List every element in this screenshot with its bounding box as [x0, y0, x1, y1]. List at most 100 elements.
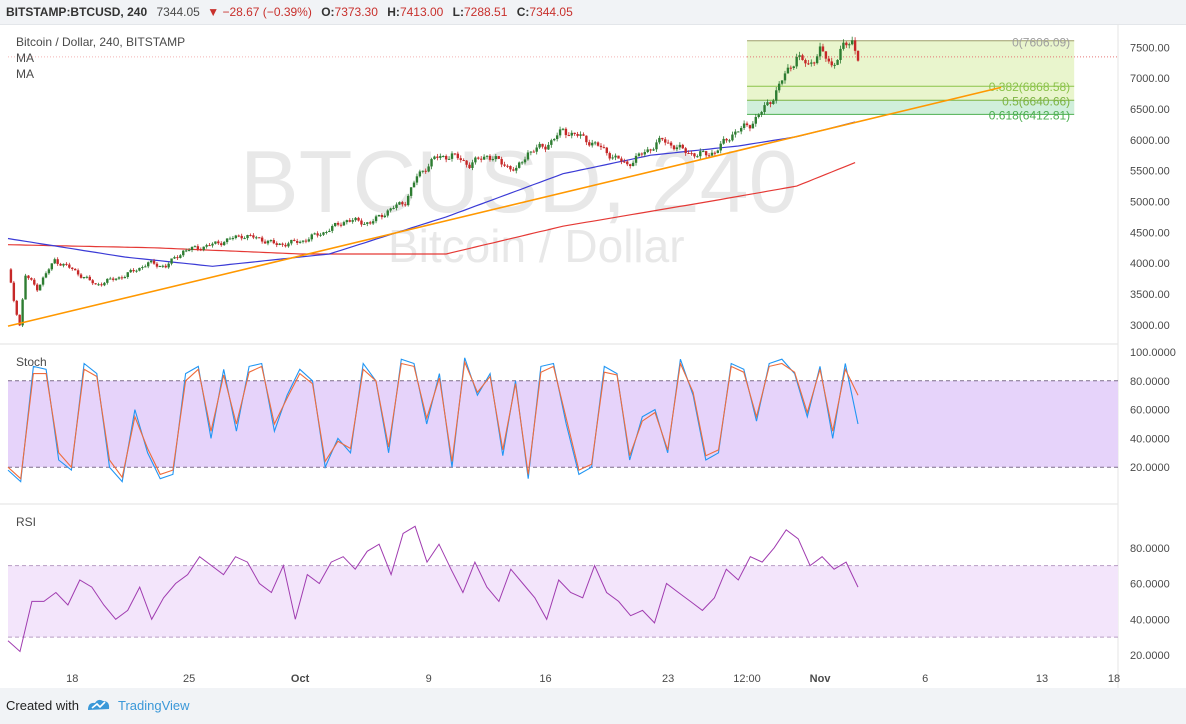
- chart-area[interactable]: BTCUSD, 240 Bitcoin / Dollar 0(7606.09)0…: [0, 24, 1186, 688]
- created-with-text: Created with: [6, 698, 79, 713]
- candle-body: [582, 134, 585, 136]
- candle-body: [503, 164, 506, 166]
- candle-body: [459, 158, 462, 161]
- candle-body: [833, 64, 836, 66]
- legend-ma-2[interactable]: MA: [16, 67, 34, 81]
- candle-body: [310, 234, 313, 240]
- candle-body: [21, 299, 24, 326]
- candle-body: [637, 153, 641, 156]
- candle-body: [82, 277, 86, 279]
- candle-body: [263, 241, 267, 244]
- candle-body: [786, 67, 790, 74]
- candle-body: [728, 140, 731, 142]
- low-value: 7288.51: [464, 5, 508, 19]
- symbol-name[interactable]: BITSTAMP:BTCUSD, 240: [6, 5, 148, 19]
- fib-level-label: 0(7606.09): [1012, 36, 1070, 50]
- candle-body: [509, 166, 512, 170]
- candle-body: [634, 155, 638, 163]
- date-tick-label: 18: [66, 673, 78, 685]
- candle-body: [748, 125, 752, 129]
- candle-body: [234, 235, 238, 239]
- candle-body: [777, 83, 781, 91]
- candle-body: [515, 167, 518, 171]
- candle-body: [196, 246, 200, 250]
- candle-body: [12, 282, 16, 301]
- candle-body: [853, 40, 857, 51]
- candle-body: [792, 66, 795, 68]
- candle-body: [27, 275, 30, 279]
- candle-body: [456, 153, 460, 159]
- candle-body: [176, 257, 179, 259]
- high-value: 7413.00: [399, 5, 444, 19]
- candle-body: [418, 171, 422, 177]
- candle-body: [664, 139, 667, 143]
- candlesticks: [9, 36, 860, 328]
- candle-body: [275, 243, 278, 246]
- candle-body: [547, 144, 550, 150]
- candle-body: [94, 283, 97, 285]
- candle-body: [62, 263, 65, 266]
- candle-body: [240, 235, 243, 239]
- candle-body: [699, 151, 702, 157]
- candle-body: [164, 265, 167, 268]
- candle-body: [550, 140, 553, 145]
- down-arrow-icon: ▼: [207, 5, 220, 19]
- candle-body: [526, 152, 530, 160]
- candle-body: [433, 156, 436, 160]
- candle-body: [304, 240, 308, 242]
- candle-body: [684, 148, 687, 154]
- candle-body: [392, 207, 395, 209]
- fibonacci-retracement[interactable]: 0(7606.09) 0.382(6868.58)0.5(6640.66)0.61…: [8, 36, 1118, 123]
- candle-body: [491, 159, 495, 161]
- candle-body: [132, 269, 135, 272]
- candle-body: [628, 164, 632, 167]
- candle-body: [719, 143, 722, 151]
- candle-body: [555, 135, 559, 140]
- trendline[interactable]: [7, 86, 1002, 327]
- candle-body: [775, 90, 778, 101]
- candle-body: [217, 241, 220, 244]
- stochastic-panel: [7, 357, 1118, 483]
- date-tick-label: 25: [183, 673, 195, 685]
- candle-body: [152, 260, 156, 264]
- candle-body: [561, 128, 565, 130]
- candle-body: [494, 156, 498, 160]
- candle-body: [287, 243, 290, 247]
- candle-body: [480, 158, 483, 160]
- candle-body: [126, 272, 129, 277]
- candle-body: [690, 153, 693, 155]
- date-tick-label: 16: [539, 673, 551, 685]
- candle-body: [293, 239, 296, 241]
- legend-ma-1[interactable]: MA: [16, 51, 34, 65]
- time-axis[interactable]: 18 25 Oct 9 16 23 12:00 Nov 6 13 18: [66, 673, 1120, 685]
- candle-body: [579, 134, 582, 136]
- stoch-panel-title: Stoch: [16, 355, 47, 369]
- candle-body: [109, 278, 112, 280]
- candle-body: [623, 161, 626, 163]
- candle-body: [439, 156, 442, 158]
- candle-body: [316, 233, 319, 236]
- candle-body: [687, 153, 690, 155]
- candle-body: [798, 55, 801, 57]
- price-axis[interactable]: 7500.00 7000.00 6500.00 6000.00 5500.00 5000.…: [1130, 42, 1176, 662]
- tradingview-link[interactable]: TradingView: [118, 698, 190, 713]
- candle-body: [497, 156, 500, 159]
- candle-body: [745, 123, 749, 126]
- candle-body: [114, 278, 118, 280]
- candle-body: [298, 241, 302, 243]
- candle-body: [363, 223, 366, 225]
- price-tick-label: 5000.00: [1130, 197, 1170, 209]
- candle-body: [769, 102, 772, 104]
- candle-body: [801, 55, 804, 61]
- candle-body: [85, 276, 89, 278]
- candle-body: [272, 240, 276, 244]
- candle-body: [220, 243, 223, 246]
- open-label: O:: [321, 5, 335, 19]
- candle-body: [170, 258, 173, 264]
- candle-body: [371, 221, 375, 224]
- candle-body: [713, 152, 717, 154]
- candle-body: [129, 269, 132, 273]
- candle-body: [558, 129, 562, 136]
- ma-slow-line: [7, 162, 856, 255]
- price-tick-label: 7500.00: [1130, 42, 1170, 54]
